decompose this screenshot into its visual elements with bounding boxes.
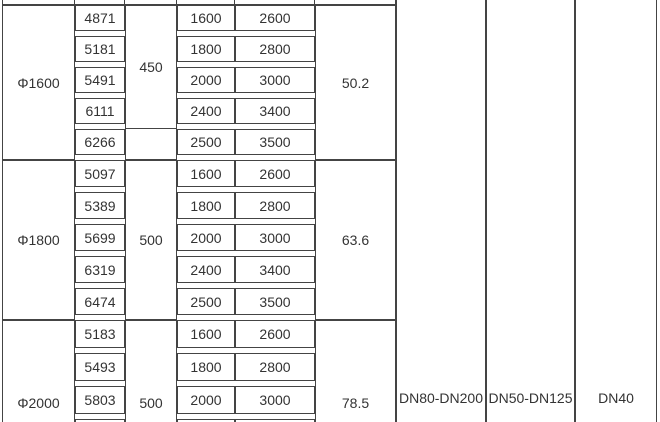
value-cell: 6474 <box>75 288 125 315</box>
dimension-b-cell: 2600 <box>235 160 315 187</box>
value-cell: 6319 <box>75 256 125 283</box>
dimension-b-cell: 3000 <box>235 67 315 93</box>
cropped-row-cell <box>2 0 75 5</box>
dimension-a-cell: 2000 <box>177 224 235 251</box>
value-cell: 5699 <box>75 224 125 251</box>
value-cell <box>75 419 125 422</box>
dimension-a-cell: 2000 <box>177 67 235 93</box>
dimension-a-cell: 1600 <box>177 160 235 187</box>
dimension-a-cell: 1800 <box>177 353 235 381</box>
dimension-b-cell: 2600 <box>235 320 315 348</box>
cropped-row-cell <box>235 0 315 5</box>
cropped-row-cell <box>177 0 235 5</box>
dimension-b-cell: 3500 <box>235 288 315 315</box>
dimension-b-cell: 3400 <box>235 256 315 283</box>
speed-cell: 500 <box>125 320 177 422</box>
speed-cell-empty <box>125 129 177 160</box>
dimension-a-cell <box>177 419 235 422</box>
dimension-b-cell: 3400 <box>235 98 315 124</box>
value-cell: 6266 <box>75 129 125 155</box>
dimension-a-cell: 2500 <box>177 129 235 155</box>
dn-range-cell: DN40 <box>575 0 657 422</box>
dn-range-cell: DN80-DN200 <box>396 0 486 422</box>
dimension-a-cell: 2400 <box>177 98 235 124</box>
dimension-b-cell: 3000 <box>235 224 315 251</box>
value-cell: 5097 <box>75 160 125 187</box>
dn-range-cell: DN50-DN125 <box>486 0 575 422</box>
area-cell: 78.5 <box>315 320 396 422</box>
dimension-a-cell: 2500 <box>177 288 235 315</box>
dimension-b-cell: 3500 <box>235 129 315 155</box>
diameter-cell: Φ1800 <box>2 160 75 320</box>
dimension-a-cell: 2400 <box>177 256 235 283</box>
value-cell: 5493 <box>75 353 125 381</box>
value-cell: 5803 <box>75 386 125 414</box>
value-cell: 5389 <box>75 192 125 219</box>
speed-cell: 450 <box>125 5 177 129</box>
value-cell: 6111 <box>75 98 125 124</box>
dimension-a-cell: 1600 <box>177 320 235 348</box>
cropped-row-cell <box>75 0 125 5</box>
area-cell: 50.2 <box>315 5 396 160</box>
value-cell: 4871 <box>75 5 125 31</box>
dimension-a-cell: 1800 <box>177 192 235 219</box>
diameter-cell: Φ1600 <box>2 5 75 160</box>
cropped-row-cell <box>315 0 396 5</box>
value-cell: 5181 <box>75 36 125 62</box>
dimension-b-cell: 3000 <box>235 386 315 414</box>
dimension-b-cell <box>235 419 315 422</box>
area-cell: 63.6 <box>315 160 396 320</box>
speed-cell: 500 <box>125 160 177 320</box>
diameter-cell: Φ2000 <box>2 320 75 422</box>
cropped-row-cell <box>125 0 177 5</box>
dimension-a-cell: 1800 <box>177 36 235 62</box>
dimension-b-cell: 2800 <box>235 192 315 219</box>
dimension-b-cell: 2600 <box>235 5 315 31</box>
value-cell: 5491 <box>75 67 125 93</box>
dimension-a-cell: 1600 <box>177 5 235 31</box>
dimension-b-cell: 2800 <box>235 36 315 62</box>
value-cell: 5183 <box>75 320 125 348</box>
dimension-a-cell: 2000 <box>177 386 235 414</box>
dimension-b-cell: 2800 <box>235 353 315 381</box>
